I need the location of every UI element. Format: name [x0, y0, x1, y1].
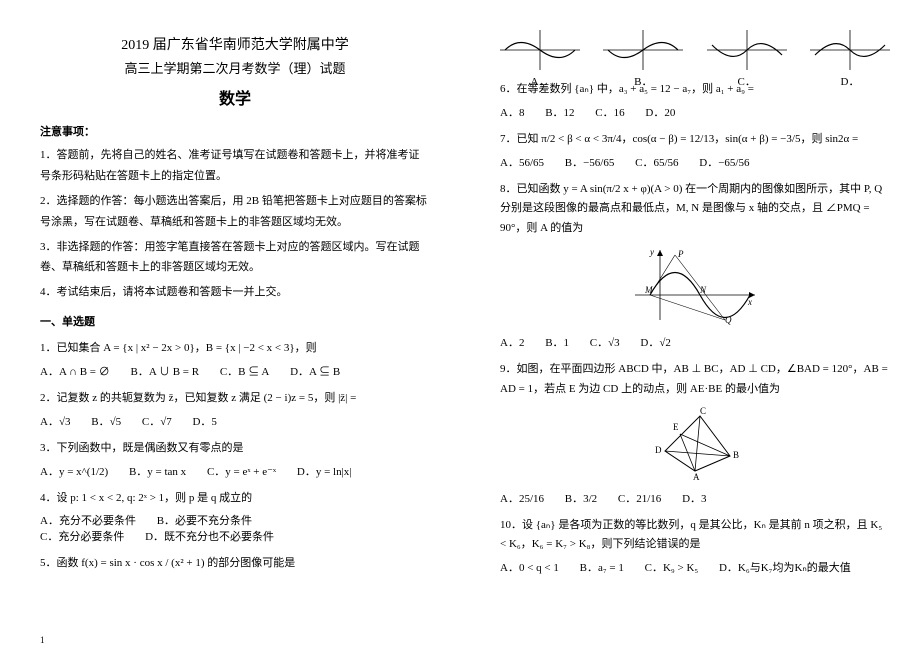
- q2-opts: A．√3 B．√5 C．√7 D．5: [40, 413, 430, 429]
- q9-opts: A．25/16 B．3/2 C．21/16 D．3: [500, 490, 890, 506]
- q4-opts: A．充分不必要条件 B．必要不充分条件 C．充分必要条件 D．既不充分也不必要条…: [40, 512, 430, 544]
- q2-opt-c: C．√7: [142, 413, 172, 429]
- q7-opt-b: B．−56/65: [565, 154, 615, 170]
- q1-opts: A．A ∩ B = ∅ B．A ∪ B = R C．B ⊆ A D．A ⊆ B: [40, 363, 430, 379]
- q6-opt-b: B．12: [545, 104, 574, 120]
- notes-title: 注意事项：: [40, 123, 430, 139]
- q9-opt-a: A．25/16: [500, 490, 544, 506]
- q1-stem: 1．已知集合 A = {x | x² − 2x > 0}，B = {x | −2…: [40, 339, 430, 359]
- q4-opt-a: A．充分不必要条件: [40, 512, 136, 528]
- q1-opt-b: B．A ∪ B = R: [131, 363, 200, 379]
- q7-stem-a: 7．已知: [500, 133, 539, 145]
- note-3: 3．非选择题的作答：用签字笔直接答在答题卡上对应的答题区域内。写在试题卷、草稿纸…: [40, 237, 430, 279]
- svg-text:A: A: [693, 472, 700, 481]
- header-exam: 高三上学期第二次月考数学（理）试题: [40, 58, 430, 77]
- graph-b: B．: [603, 30, 683, 70]
- q6-opt-d: D．20: [645, 104, 675, 120]
- svg-text:x: x: [747, 297, 752, 307]
- note-2: 2．选择题的作答：每小题选出答案后，用 2B 铅笔把答题卡上对应题目的答案标号涂…: [40, 191, 430, 233]
- q9-opt-d: D．3: [682, 490, 706, 506]
- q7-opt-a: A．56/65: [500, 154, 544, 170]
- q4-opt-d: D．既不充分也不必要条件: [145, 528, 274, 544]
- q10-opt-d: D．K₆与K₇均为Kₙ的最大值: [719, 559, 851, 575]
- graph-d-label: D．: [810, 73, 890, 89]
- svg-text:D: D: [655, 445, 662, 455]
- note-4: 4．考试结束后，请将本试题卷和答题卡一并上交。: [40, 282, 430, 303]
- q6-opt-a: A．8: [500, 104, 524, 120]
- q2-opt-d: D．5: [192, 413, 216, 429]
- svg-text:N: N: [699, 285, 707, 295]
- q10-opts: A．0 < q < 1 B．a₇ = 1 C．K₉ > K₅ D．K₆与K₇均为…: [500, 559, 890, 575]
- q4-opt-b: B．必要不充分条件: [157, 512, 252, 528]
- graph-a: A．: [500, 30, 580, 70]
- q4-opt-c: C．充分必要条件: [40, 528, 124, 544]
- q9-opt-b: B．3/2: [565, 490, 597, 506]
- q7-stem: 7．已知 π/2 < β < α < 3π/4，cos(α − β) = 12/…: [500, 130, 890, 150]
- q10-opt-a: A．0 < q < 1: [500, 559, 559, 575]
- graph-d: D．: [810, 30, 890, 70]
- left-column: 2019 届广东省华南师范大学附属中学 高三上学期第二次月考数学（理）试题 数学…: [0, 0, 460, 651]
- q5-graph-row: A． B． C．: [500, 30, 890, 70]
- q1-opt-d: D．A ⊆ B: [290, 363, 340, 379]
- svg-text:B: B: [733, 450, 739, 460]
- q10-opt-b: B．a₇ = 1: [580, 559, 624, 575]
- q7-opts: A．56/65 B．−56/65 C．65/56 D．−65/56: [500, 154, 890, 170]
- q3-opt-a: A．y = x^(1/2): [40, 463, 108, 479]
- q6-opt-c: C．16: [595, 104, 624, 120]
- q7-opt-d: D．−65/56: [699, 154, 749, 170]
- q3-opt-b: B．y = tan x: [129, 463, 186, 479]
- q3-stem: 3．下列函数中，既是偶函数又有零点的是: [40, 439, 430, 459]
- q7-stem-b: π/2 < β < α < 3π/4，cos(α − β) = 12/13，si…: [541, 133, 858, 145]
- q2-opt-a: A．√3: [40, 413, 70, 429]
- q1-opt-a: A．A ∩ B = ∅: [40, 363, 110, 379]
- svg-text:E: E: [673, 422, 679, 432]
- q8-figure: x y P M N Q: [500, 245, 890, 328]
- page-number: 1: [40, 635, 45, 645]
- q1-opt-c: C．B ⊆ A: [220, 363, 270, 379]
- q9-opt-c: C．21/16: [618, 490, 661, 506]
- q10-stem: 10．设 {aₙ} 是各项为正数的等比数列，q 是其公比，Kₙ 是其前 n 项之…: [500, 516, 890, 556]
- graph-c: C．: [707, 30, 787, 70]
- q3-opt-c: C．y = eˣ + e⁻ˣ: [207, 463, 276, 479]
- q5-stem: 5．函数 f(x) = sin x · cos x / (x² + 1) 的部分…: [40, 554, 430, 574]
- header-subject: 数学: [40, 85, 430, 109]
- q8-opt-a: A．2: [500, 334, 524, 350]
- q3-opts: A．y = x^(1/2) B．y = tan x C．y = eˣ + e⁻ˣ…: [40, 463, 430, 479]
- q3-opt-d: D．y = ln|x|: [297, 463, 352, 479]
- right-column: A． B． C．: [460, 0, 920, 651]
- svg-text:C: C: [700, 406, 706, 416]
- q2-stem: 2．记复数 z 的共轭复数为 z̄，已知复数 z 满足 (2 − i)z = 5…: [40, 389, 430, 409]
- q8-opt-b: B．1: [545, 334, 569, 350]
- note-1: 1．答题前，先将自己的姓名、准考证号填写在试题卷和答题卡上，并将准考证号条形码粘…: [40, 145, 430, 187]
- svg-text:Q: Q: [725, 315, 732, 325]
- q9-figure: A B C D E: [500, 406, 890, 484]
- q8-stem: 8．已知函数 y = A sin(π/2 x + φ)(A > 0) 在一个周期…: [500, 180, 890, 239]
- svg-text:y: y: [649, 247, 654, 257]
- q10-opt-c: C．K₉ > K₅: [645, 559, 699, 575]
- q2-opt-b: B．√5: [91, 413, 121, 429]
- svg-text:M: M: [644, 285, 653, 295]
- exam-page: 2019 届广东省华南师范大学附属中学 高三上学期第二次月考数学（理）试题 数学…: [0, 0, 920, 651]
- q7-opt-c: C．65/56: [635, 154, 678, 170]
- svg-text:P: P: [677, 249, 684, 259]
- q8-opts: A．2 B．1 C．√3 D．√2: [500, 334, 890, 350]
- q6-opts: A．8 B．12 C．16 D．20: [500, 104, 890, 120]
- header-school: 2019 届广东省华南师范大学附属中学: [40, 34, 430, 54]
- q9-stem: 9．如图，在平面四边形 ABCD 中，AB ⊥ BC，AD ⊥ CD，∠BAD …: [500, 360, 890, 400]
- q8-opt-c: C．√3: [590, 334, 620, 350]
- q4-stem: 4．设 p: 1 < x < 2, q: 2ˣ > 1，则 p 是 q 成立的: [40, 489, 430, 509]
- q8-opt-d: D．√2: [640, 334, 670, 350]
- section-1-title: 一、单选题: [40, 313, 430, 329]
